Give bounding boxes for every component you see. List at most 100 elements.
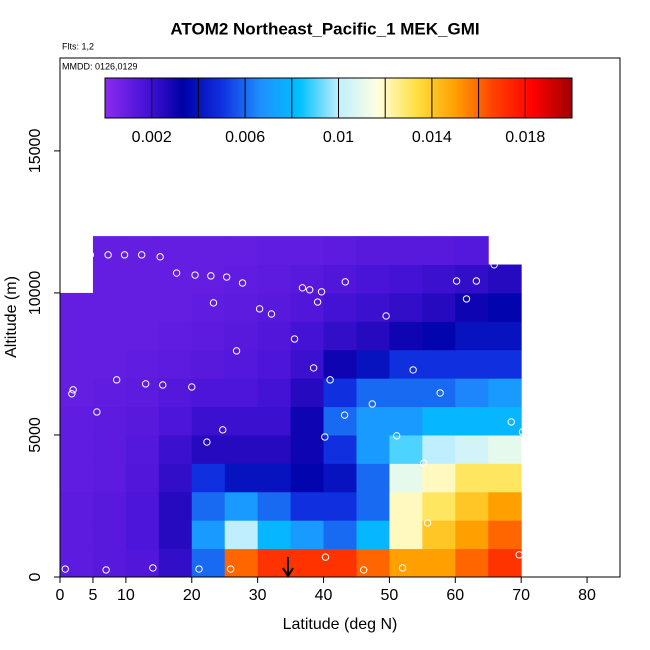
heat-cell: [356, 264, 390, 294]
heat-cell: [488, 434, 522, 464]
heat-cell: [257, 349, 292, 379]
heat-cell: [389, 378, 423, 408]
heat-cell: [224, 463, 259, 493]
heat-cell: [356, 463, 390, 493]
heat-cell: [290, 292, 325, 322]
sample-point: [462, 295, 471, 303]
heat-cell: [158, 434, 193, 464]
colorbar-tick-label: 0.014: [412, 129, 452, 146]
heat-cell: [224, 491, 259, 521]
sample-point: [321, 553, 330, 561]
heat-cell: [290, 434, 325, 464]
heat-cell: [488, 349, 522, 379]
heat-cell: [224, 406, 259, 436]
heat-cell: [290, 520, 325, 550]
heat-cell: [125, 406, 160, 436]
chart-title: ATOM2 Northeast_Pacific_1 MEK_GMI: [170, 19, 479, 38]
heat-cell: [125, 463, 160, 493]
heat-cell: [488, 406, 522, 436]
heat-cell: [455, 463, 489, 493]
colorbar-tick-label: 0.006: [225, 129, 265, 146]
heat-cell: [290, 349, 325, 379]
heat-cell: [290, 463, 325, 493]
heat-cell: [92, 548, 127, 578]
heat-cell: [158, 378, 193, 408]
heat-cell: [158, 406, 193, 436]
heat-cell: [422, 548, 456, 578]
x-tick-label: 40: [315, 587, 333, 604]
heat-cell: [488, 321, 522, 351]
sample-point: [93, 408, 101, 416]
arrow-head: [282, 567, 294, 578]
heat-cell: [356, 321, 390, 351]
y-tick-label: 15000: [27, 129, 44, 174]
sample-point: [86, 251, 95, 259]
sample-point: [419, 459, 428, 467]
sample-point: [368, 400, 376, 408]
x-tick-label: 5: [88, 587, 97, 604]
heat-cell: [488, 378, 522, 408]
heat-cell: [60, 321, 94, 351]
heat-cell: [224, 548, 259, 578]
heat-cell: [455, 321, 489, 351]
heat-cell: [125, 491, 160, 521]
heat-cell: [455, 434, 489, 464]
heat-cell: [455, 349, 489, 379]
heat-cell: [422, 292, 456, 322]
annotation: Flts: 1,2: [62, 41, 94, 51]
heat-cell: [257, 321, 292, 351]
sample-point: [382, 312, 390, 320]
sample-point: [159, 381, 167, 389]
heat-cell: [158, 548, 193, 578]
heat-cell: [356, 434, 390, 464]
heat-cell: [488, 463, 522, 493]
sample-point: [472, 277, 481, 285]
sample-point: [69, 386, 77, 394]
heat-cell: [224, 349, 259, 379]
heat-cell: [488, 264, 522, 294]
heat-cell: [257, 264, 292, 294]
heat-cell: [158, 321, 193, 351]
sample-point: [515, 551, 523, 559]
heat-cell: [323, 349, 357, 379]
heat-cell: [92, 292, 127, 322]
sample-point: [104, 251, 112, 259]
annotation: MMDD: 0126,0129: [62, 61, 138, 71]
heat-cell: [422, 520, 456, 550]
sample-point: [436, 389, 444, 397]
heat-cell: [125, 264, 160, 294]
plot-frame: [59, 57, 621, 578]
x-tick-label: 70: [512, 587, 530, 604]
heat-cell: [389, 463, 423, 493]
heat-cell: [191, 548, 226, 578]
heat-cell: [191, 292, 226, 322]
heat-cell: [92, 520, 127, 550]
heat-cell: [92, 463, 127, 493]
heat-cell: [290, 378, 325, 408]
heat-cell: [92, 406, 127, 436]
heat-cell: [191, 463, 226, 493]
heat-cell: [158, 491, 193, 521]
sample-point: [188, 383, 196, 391]
colorbar-tick-label: 0.018: [505, 129, 545, 146]
heat-cell: [356, 292, 390, 322]
x-tick-label: 50: [381, 587, 399, 604]
sample-point: [398, 564, 407, 572]
x-axis-label: Latitude (deg N): [283, 616, 398, 633]
heat-cell: [224, 520, 259, 550]
x-tick-label: 80: [578, 587, 596, 604]
heat-cell: [224, 321, 259, 351]
x-tick-label: 20: [183, 587, 201, 604]
heat-cell: [389, 236, 423, 266]
heat-cell: [92, 378, 127, 408]
sample-point: [255, 305, 264, 313]
y-tick-label: 5000: [27, 417, 44, 453]
sample-point: [392, 432, 401, 440]
heat-cell: [356, 548, 390, 578]
heat-cell: [323, 463, 357, 493]
sample-point: [149, 564, 157, 572]
sample-point: [112, 376, 121, 384]
sample-point: [298, 284, 307, 292]
sample-point: [317, 288, 326, 296]
